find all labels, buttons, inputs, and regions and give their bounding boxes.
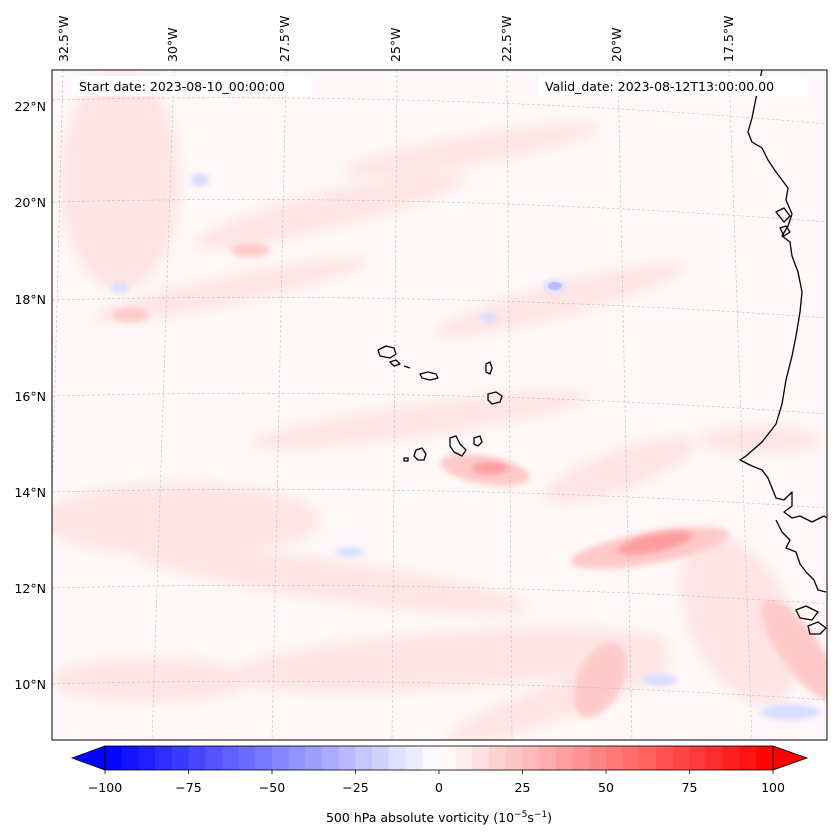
colorbar: −100 −75 −50 −25 0 25 50 75 100 500 hPa … xyxy=(70,745,809,825)
guinea-coast xyxy=(775,519,827,593)
map-border xyxy=(51,69,828,741)
colorbar-tick-label: 75 xyxy=(682,780,698,795)
colorbar-segment xyxy=(722,746,741,770)
colorbar-tick-labels: −100 −75 −50 −25 0 25 50 75 100 xyxy=(88,780,785,795)
colorbar-tick-label: 50 xyxy=(598,780,614,795)
colorbar-segment xyxy=(689,746,707,770)
colorbar-max-extend xyxy=(772,745,809,771)
lon-tick-label: 30°W xyxy=(165,27,180,62)
lat-tick-label: 18°N xyxy=(14,292,46,307)
colorbar-tick-label: −100 xyxy=(88,780,122,795)
vorticity-field xyxy=(52,70,827,740)
colorbar-segment xyxy=(238,746,256,770)
colorbar-segment xyxy=(606,746,624,770)
lat-tick-label: 14°N xyxy=(14,485,46,500)
colorbar-tick-label: 25 xyxy=(515,780,531,795)
colorbar-segment xyxy=(121,746,139,770)
valid-date-label: Valid_date: 2023-08-12T13:00:00.00 xyxy=(545,79,774,94)
coastlines xyxy=(377,70,827,635)
colorbar-tick-label: 0 xyxy=(435,780,443,795)
colorbar-segment xyxy=(739,746,757,770)
west-africa-coast xyxy=(739,70,827,523)
colorbar-segment xyxy=(188,746,206,770)
valid-date-box xyxy=(538,76,808,96)
colorbar-segments xyxy=(105,746,774,770)
colorbar-title: 500 hPa absolute vorticity (10−5s−1) xyxy=(326,810,552,825)
colorbar-segment xyxy=(372,746,390,770)
lon-tick-label: 22.5°W xyxy=(499,16,514,62)
colorbar-segment xyxy=(221,746,240,770)
colorbar-segment xyxy=(572,746,590,770)
start-date-box xyxy=(72,76,312,96)
lat-tick-label: 12°N xyxy=(14,581,46,596)
colorbar-segment xyxy=(155,746,173,770)
colorbar-segment xyxy=(539,746,557,770)
lat-tick-label: 16°N xyxy=(14,389,46,404)
colorbar-tick-label: −25 xyxy=(342,780,368,795)
colorbar-segment xyxy=(205,746,223,770)
colorbar-segment xyxy=(706,746,724,770)
colorbar-segment xyxy=(272,746,290,770)
colorbar-segment xyxy=(255,746,273,770)
colorbar-segment xyxy=(422,746,440,770)
start-date-label: Start date: 2023-08-10_00:00:00 xyxy=(79,79,285,94)
colorbar-tick-label: 100 xyxy=(761,780,785,795)
colorbar-segment xyxy=(505,746,523,770)
lon-tick-label: 27.5°W xyxy=(277,16,292,62)
colorbar-ticks xyxy=(104,770,774,774)
lon-tick-label: 25°W xyxy=(388,27,403,62)
colorbar-tick-label: −75 xyxy=(175,780,201,795)
lon-tick-label: 20°W xyxy=(609,27,624,62)
colorbar-segment xyxy=(322,746,340,770)
colorbar-segment xyxy=(105,746,123,770)
colorbar-segment xyxy=(338,746,356,770)
colorbar-segment xyxy=(555,746,574,770)
colorbar-segment xyxy=(589,746,607,770)
longitude-labels: 32.5°W 30°W 27.5°W 25°W 22.5°W 20°W 17.5… xyxy=(56,16,736,62)
latitude-labels: 22°N 20°N 18°N 16°N 14°N 12°N 10°N xyxy=(14,99,46,692)
colorbar-segment xyxy=(405,746,423,770)
colorbar-segment xyxy=(522,746,540,770)
colorbar-segment xyxy=(756,746,774,770)
colorbar-segment xyxy=(489,746,507,770)
colorbar-segment xyxy=(672,746,690,770)
lon-tick-label: 17.5°W xyxy=(721,16,736,62)
lat-tick-label: 22°N xyxy=(14,99,46,114)
colorbar-segment xyxy=(622,746,640,770)
map-panel: Start date: 2023-08-10_00:00:00 Valid_da… xyxy=(51,69,828,741)
island-santo-antao xyxy=(377,345,397,359)
graticule xyxy=(52,70,827,740)
lat-tick-label: 20°N xyxy=(14,195,46,210)
colorbar-segment xyxy=(171,746,189,770)
colorbar-segment xyxy=(288,746,306,770)
colorbar-min-extend xyxy=(70,745,106,771)
lon-tick-label: 32.5°W xyxy=(56,16,71,62)
colorbar-segment xyxy=(388,746,407,770)
colorbar-segment xyxy=(439,746,457,770)
colorbar-segment xyxy=(639,746,657,770)
colorbar-segment xyxy=(305,746,323,770)
colorbar-tick-label: −50 xyxy=(259,780,285,795)
colorbar-segment xyxy=(355,746,373,770)
colorbar-segment xyxy=(455,746,473,770)
colorbar-segment xyxy=(656,746,674,770)
colorbar-segment xyxy=(138,746,156,770)
lat-tick-label: 10°N xyxy=(14,677,46,692)
colorbar-segment xyxy=(472,746,490,770)
